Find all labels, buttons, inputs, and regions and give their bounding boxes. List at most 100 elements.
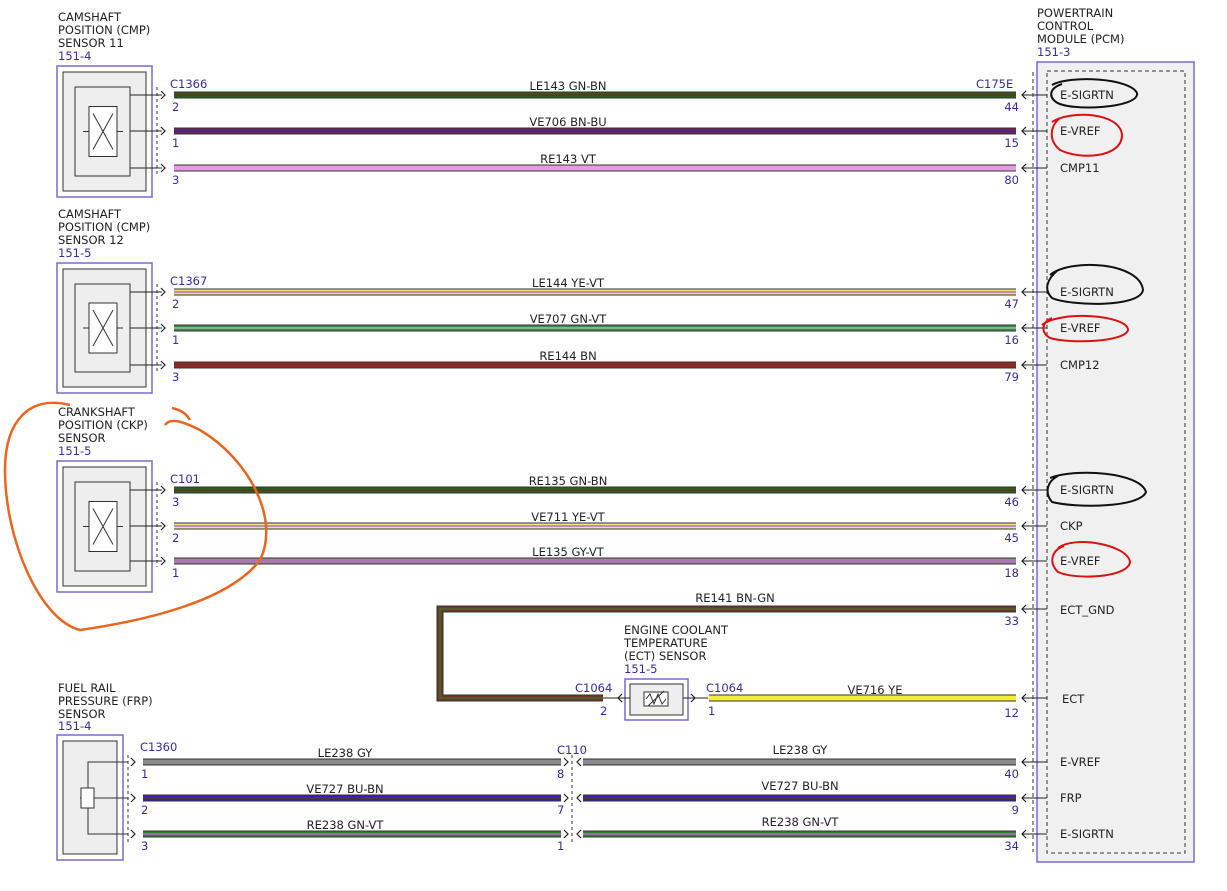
connector-label: C1367 [170, 274, 207, 288]
pcm-pin-number: 79 [1004, 370, 1019, 384]
sensor-x [83, 113, 123, 150]
circuit-label: RE135 GN-BN [529, 474, 608, 488]
sensor-ref: 151-4 [58, 49, 91, 63]
circuit-label: VE706 BN-BU [529, 115, 606, 129]
pin-number: 1 [708, 704, 715, 718]
sensor-name: CRANKSHAFT [58, 405, 136, 419]
pcm-pin-number: 47 [1004, 297, 1019, 311]
terminal [130, 829, 136, 839]
terminal [160, 556, 166, 566]
annotation-circle [1051, 541, 1132, 578]
circuit-label: LE144 YE-VT [532, 276, 605, 290]
sensor-ref: 151-5 [58, 444, 91, 458]
connector-label: C101 [170, 472, 200, 486]
pcm-ref: 151-3 [1037, 45, 1070, 59]
circuit-label: LE238 GY [773, 743, 829, 757]
terminal [160, 485, 166, 495]
sensor-name: FUEL RAIL [58, 681, 116, 695]
terminal [690, 693, 696, 703]
sensor-name: POSITION (CMP) [58, 23, 150, 37]
connector-label: C1064 [706, 681, 743, 695]
pcm-signal: E-SIGRTN [1060, 285, 1114, 299]
pcm-signal: CMP11 [1060, 161, 1100, 175]
terminal [563, 757, 569, 767]
pcm-signal: E-SIGRTN [1060, 483, 1114, 497]
annotation-circle [1041, 315, 1130, 343]
pcm-box [1036, 61, 1195, 863]
pcm-signal: ECT_GND [1060, 603, 1115, 617]
annotation-circle [1050, 78, 1138, 109]
pin-number: 3 [172, 370, 179, 384]
wire-stripe [439, 608, 1016, 699]
pcm-signal: E-VREF [1060, 321, 1100, 335]
pin-number: 1 [172, 333, 179, 347]
circuit-label: RE144 BN [539, 349, 596, 363]
sensor-name: (ECT) SENSOR [624, 649, 706, 663]
pcm-pin-number: 12 [1004, 706, 1019, 720]
pin-number: 2 [172, 100, 179, 114]
connector-label: C1366 [170, 77, 207, 91]
pcm-signal: E-VREF [1060, 755, 1100, 769]
pin-number: 2 [141, 803, 148, 817]
terminal [160, 360, 166, 370]
sensor-name: POSITION (CMP) [58, 220, 150, 234]
pcm-pin-number: 15 [1004, 136, 1019, 150]
sensor-name: SENSOR [58, 707, 106, 721]
pcm-title: CONTROL [1037, 19, 1094, 33]
annotations [3, 78, 1148, 632]
terminal [160, 126, 166, 136]
pin-number: 2 [172, 531, 179, 545]
pin-number: 3 [172, 495, 179, 509]
sensor-name: CAMSHAFT [58, 207, 122, 221]
pin-number: 3 [141, 839, 148, 853]
circuit-label: VE707 GN-VT [530, 312, 608, 326]
circuit-label: VE727 BU-BN [761, 779, 838, 793]
pcm-signal: E-SIGRTN [1060, 88, 1114, 102]
pcm-pin-number: 9 [1012, 803, 1019, 817]
circuit-label: RE238 GN-VT [762, 815, 840, 829]
pcm-inner [1046, 70, 1186, 854]
sensor-name: TEMPERATURE [623, 636, 708, 650]
connector-label: C1064 [575, 681, 612, 695]
circuit-label: RE143 VT [540, 152, 597, 166]
sensor-name: ENGINE COOLANT [624, 623, 729, 637]
terminal [160, 287, 166, 297]
terminal [160, 90, 166, 100]
circuit-label: VE716 YE [847, 683, 902, 697]
thermistor-symbol [645, 690, 667, 707]
terminal [617, 693, 623, 703]
sensor-x [83, 508, 123, 545]
pressure-element [80, 787, 95, 809]
pin-number: 2 [172, 297, 179, 311]
circuit-label: VE727 BU-BN [306, 782, 383, 796]
annotation-circle [1046, 471, 1148, 507]
circuit-label: RE238 GN-VT [307, 818, 385, 832]
pcm-signal: E-SIGRTN [1060, 827, 1114, 841]
pin-number: 3 [172, 173, 179, 187]
annotation-circle [3, 401, 268, 632]
pcm-pin-number: 80 [1004, 173, 1019, 187]
terminal [160, 521, 166, 531]
terminal [576, 757, 582, 767]
sensor-name: PRESSURE (FRP) [58, 694, 153, 708]
terminal [576, 793, 582, 803]
sensor-name: SENSOR 11 [58, 36, 124, 50]
pin-number: 1 [141, 767, 148, 781]
connector-label: C110 [557, 743, 587, 757]
sensor-ref: 151-4 [58, 719, 91, 733]
pcm-signal: CKP [1060, 519, 1083, 533]
circuit-label: LE135 GY-VT [532, 545, 605, 559]
circuit-label: LE238 GY [318, 746, 374, 760]
terminal [563, 793, 569, 803]
terminal [576, 829, 582, 839]
sensor-name: SENSOR 12 [58, 233, 124, 247]
sensor-name: CAMSHAFT [58, 10, 122, 24]
pcm-title: MODULE (PCM) [1037, 32, 1124, 46]
pcm-signal: ECT [1062, 692, 1085, 706]
connector-label: C1360 [140, 740, 177, 754]
sensor-ref: 151-5 [58, 246, 91, 260]
pcm-pin-number: 46 [1004, 495, 1019, 509]
inline-pin-number: 7 [557, 803, 564, 817]
pcm-signal: E-VREF [1060, 554, 1100, 568]
